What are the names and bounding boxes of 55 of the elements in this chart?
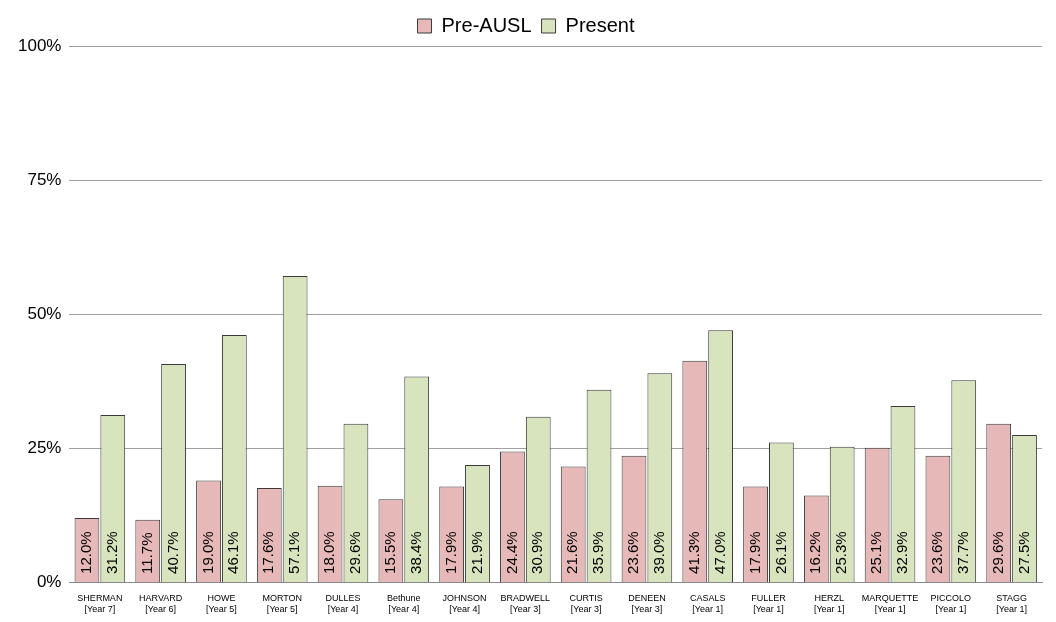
y-tick-label: 0% [36,572,62,592]
data-label: 23.6% [624,531,642,574]
x-tick-label: PICCOLO [Year 1] [930,593,972,615]
data-label: 19.0% [198,531,216,574]
x-tick-label: HARVARD [Year 6] [139,593,183,615]
data-label: 30.9% [528,531,546,574]
data-label: 17.9% [745,531,763,574]
x-tick-label: HERZL [Year 1] [813,593,845,615]
data-label: 29.6% [988,531,1006,574]
data-label: 24.4% [502,531,520,574]
x-tick-label: CURTIS [Year 3] [569,593,603,615]
x-tick-label: DULLES [Year 4] [325,593,361,615]
data-label: 32.9% [893,531,911,574]
x-tick-label: HOWE [Year 5] [206,593,237,615]
y-tick-label: 100% [18,35,62,55]
x-tick-label: FULLER [Year 1] [751,593,787,615]
data-label: 26.1% [771,531,789,574]
data-label: 23.6% [928,531,946,574]
data-label: 16.2% [806,531,824,574]
data-label: 17.9% [441,531,459,574]
legend-label: Pre-AUSL [441,13,532,36]
data-label: 39.0% [649,531,667,574]
data-label: 37.7% [953,531,971,574]
data-label: 31.2% [102,531,120,574]
data-label: 17.6% [259,531,277,574]
y-tick-label: 50% [27,303,62,323]
data-label: 57.1% [285,531,303,574]
data-label: 47.0% [710,531,728,574]
x-tick-label: MORTON [Year 5] [262,593,303,615]
x-tick-label: MARQUETTE [Year 1] [861,593,919,615]
data-label: 25.3% [832,531,850,574]
data-label: 18.0% [320,531,338,574]
y-tick-label: 25% [27,437,62,457]
x-tick-label: CASALS [Year 1] [689,593,726,615]
legend-label: Present [565,13,635,36]
x-tick-label: SHERMAN [Year 7] [77,593,123,615]
x-tick-label: JOHNSON [Year 4] [442,593,487,615]
data-label: 41.3% [684,531,702,574]
data-label: 27.5% [1014,531,1032,574]
data-label: 12.0% [77,531,95,574]
x-tick-label: DENEEN [Year 3] [628,593,666,615]
data-label: 11.7% [137,532,155,574]
y-tick-label: 75% [27,169,62,189]
data-label: 29.6% [346,531,364,574]
x-tick-label: STAGG [Year 1] [996,593,1028,615]
x-tick-label: BRADWELL [Year 3] [500,593,551,615]
data-label: 25.1% [867,531,885,574]
data-label: 35.9% [589,531,607,574]
data-label: 40.7% [163,531,181,574]
data-label: 21.9% [467,531,485,574]
data-label: 38.4% [406,531,424,574]
data-label: 21.6% [563,531,581,574]
x-tick-label: Bethune [Year 4] [387,593,421,615]
data-label: 46.1% [224,531,242,574]
data-label: 15.5% [381,531,399,574]
